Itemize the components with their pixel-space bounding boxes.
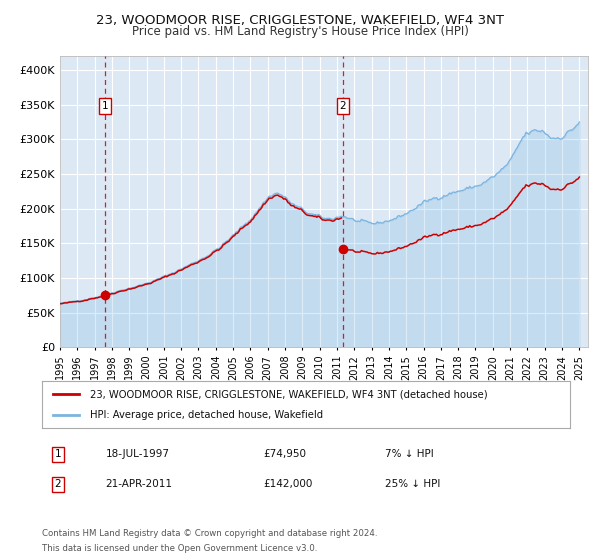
Text: 7% ↓ HPI: 7% ↓ HPI bbox=[385, 449, 434, 459]
Text: HPI: Average price, detached house, Wakefield: HPI: Average price, detached house, Wake… bbox=[89, 410, 323, 420]
Text: Price paid vs. HM Land Registry's House Price Index (HPI): Price paid vs. HM Land Registry's House … bbox=[131, 25, 469, 38]
Text: 1: 1 bbox=[55, 449, 61, 459]
Text: This data is licensed under the Open Government Licence v3.0.: This data is licensed under the Open Gov… bbox=[42, 544, 317, 553]
Text: £142,000: £142,000 bbox=[264, 479, 313, 489]
Text: £74,950: £74,950 bbox=[264, 449, 307, 459]
Text: 2: 2 bbox=[55, 479, 61, 489]
Text: 1: 1 bbox=[101, 101, 108, 111]
Text: 2: 2 bbox=[340, 101, 346, 111]
Text: 23, WOODMOOR RISE, CRIGGLESTONE, WAKEFIELD, WF4 3NT: 23, WOODMOOR RISE, CRIGGLESTONE, WAKEFIE… bbox=[96, 14, 504, 27]
Text: Contains HM Land Registry data © Crown copyright and database right 2024.: Contains HM Land Registry data © Crown c… bbox=[42, 529, 377, 538]
Text: 25% ↓ HPI: 25% ↓ HPI bbox=[385, 479, 440, 489]
Text: 18-JUL-1997: 18-JUL-1997 bbox=[106, 449, 169, 459]
Text: 23, WOODMOOR RISE, CRIGGLESTONE, WAKEFIELD, WF4 3NT (detached house): 23, WOODMOOR RISE, CRIGGLESTONE, WAKEFIE… bbox=[89, 389, 487, 399]
Text: 21-APR-2011: 21-APR-2011 bbox=[106, 479, 172, 489]
